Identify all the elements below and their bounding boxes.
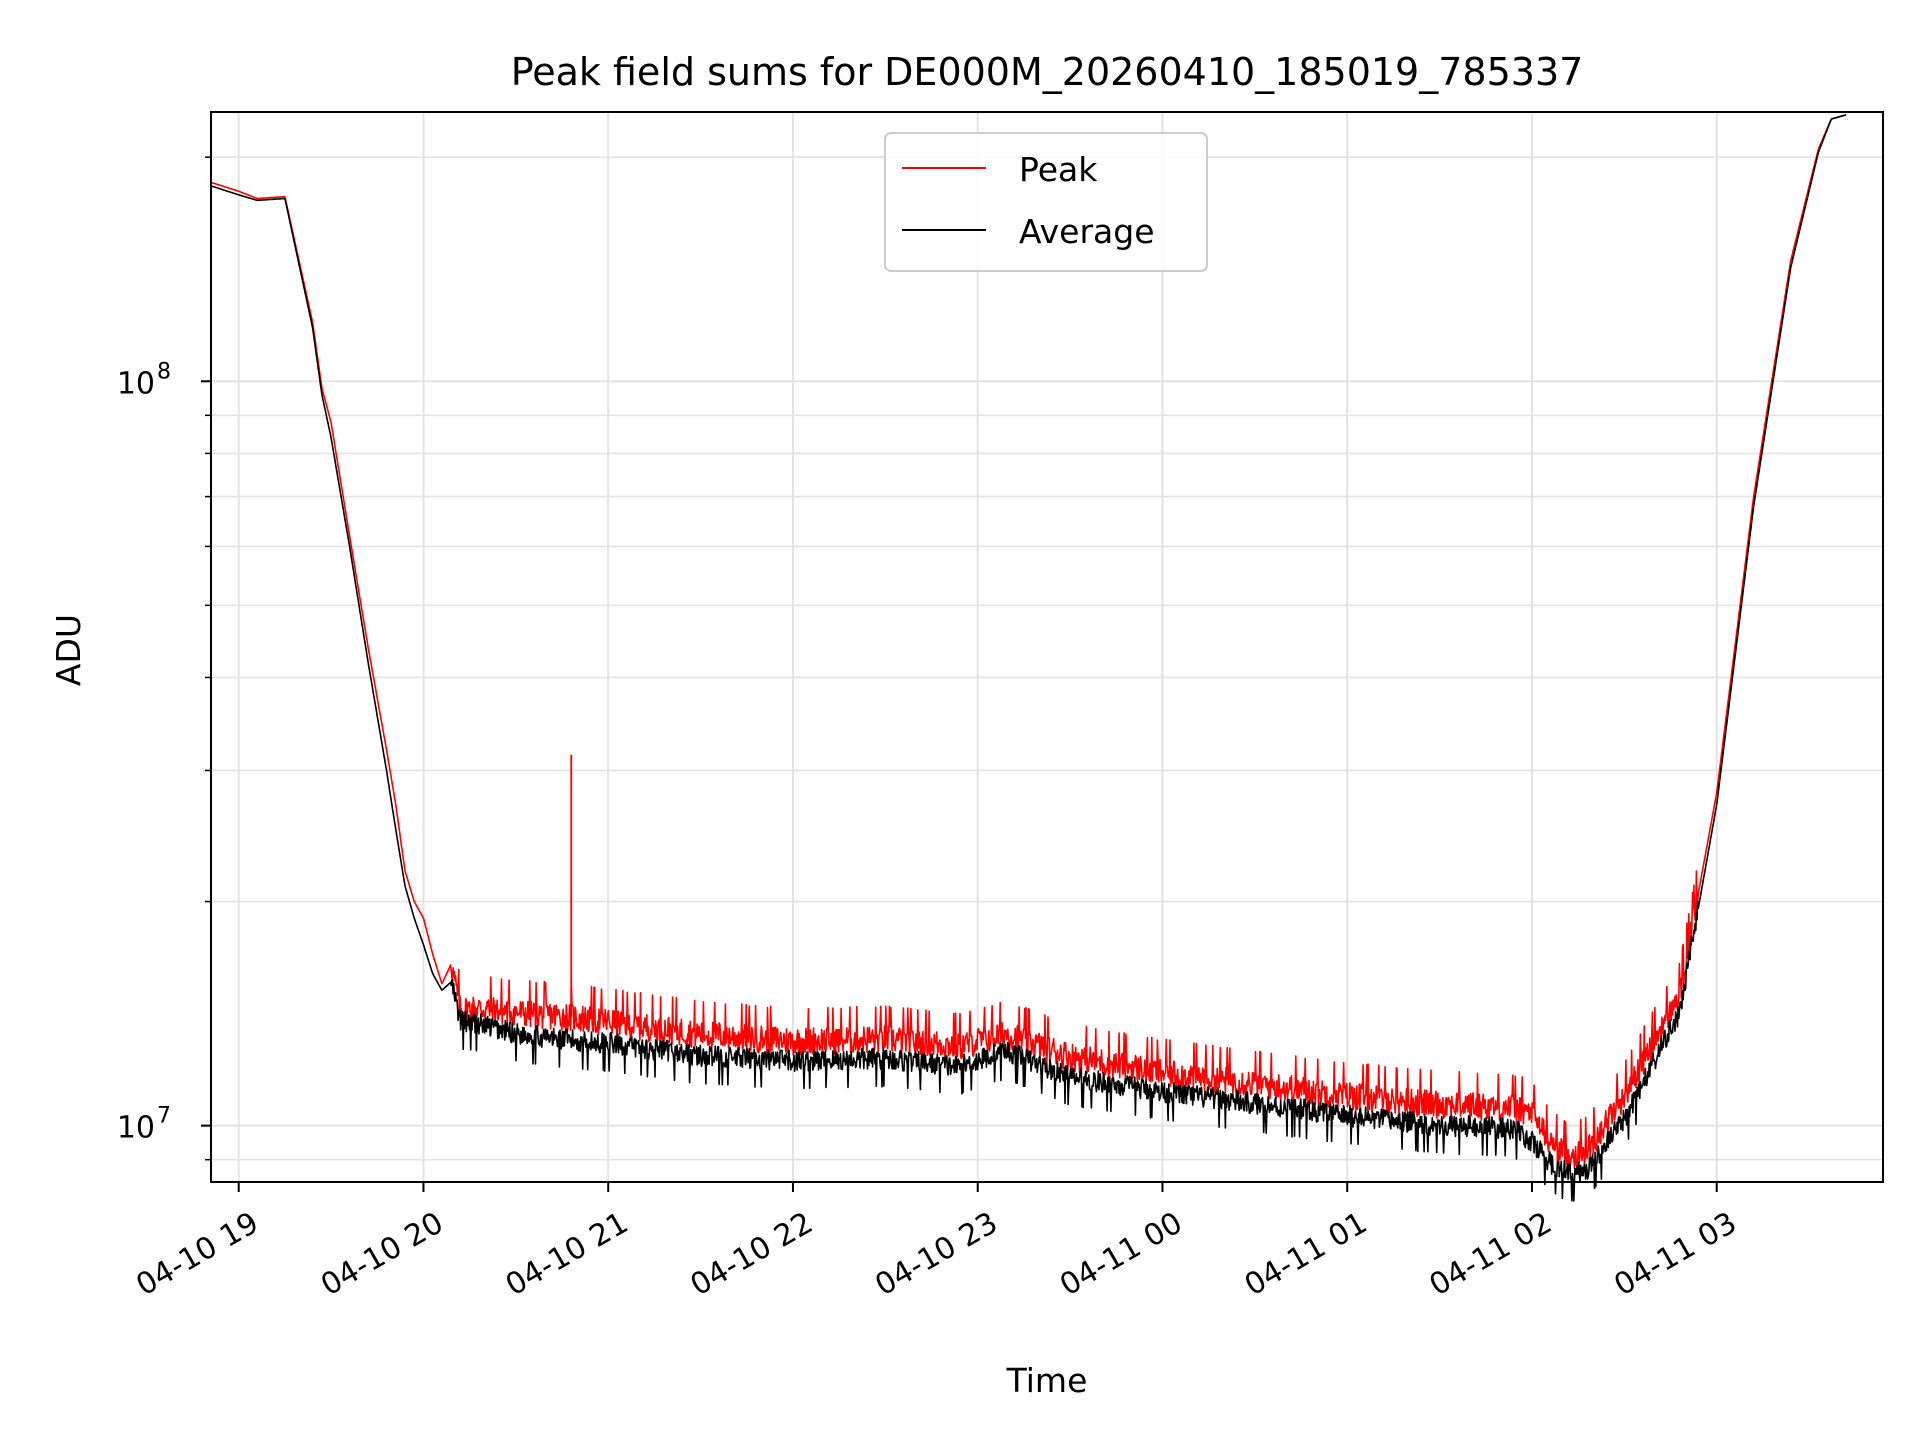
series-peak-line	[210, 114, 1847, 1171]
y-tick-label: 10	[117, 366, 155, 401]
series-average-line	[210, 114, 1847, 1202]
y-tick-exponent: 8	[157, 359, 171, 384]
chart-title: Peak field sums for DE000M_20260410_1850…	[511, 50, 1584, 94]
legend: Peak Average	[884, 132, 1208, 272]
plot-frame	[210, 111, 1884, 1183]
y-tick-label: 10	[117, 1111, 155, 1146]
legend-label-average: Average	[1019, 212, 1155, 251]
series-group	[210, 114, 1847, 1202]
y-tick-exponent: 7	[157, 1104, 171, 1129]
x-axis-label: Time	[1006, 1361, 1088, 1400]
grid	[211, 112, 1883, 1182]
y-axis-label: ADU	[49, 614, 88, 686]
legend-label-peak: Peak	[1019, 150, 1098, 189]
